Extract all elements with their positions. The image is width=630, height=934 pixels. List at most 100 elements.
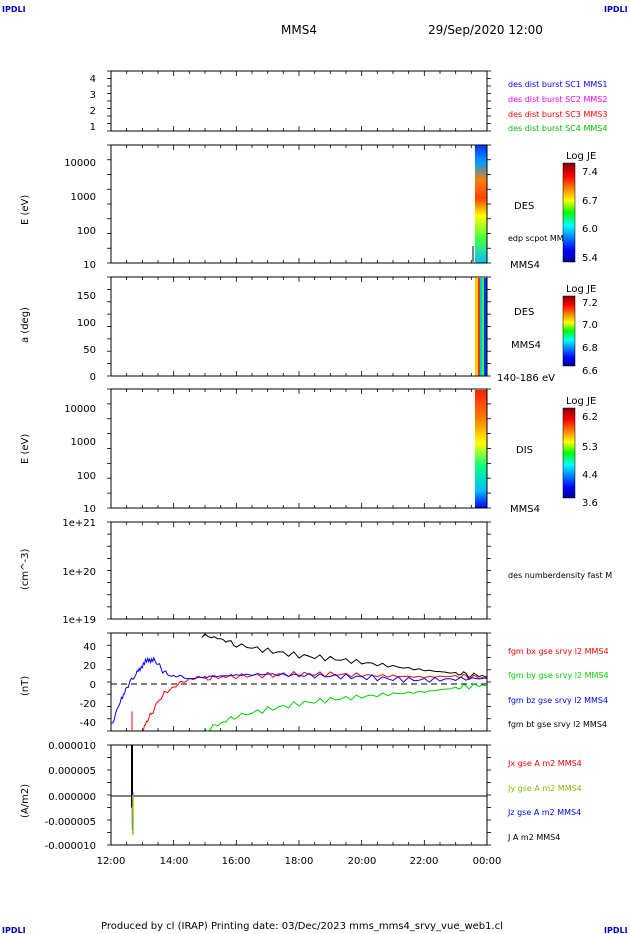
panel6-legend-bt: fgm bt gse srvy l2 MMS4 bbox=[508, 720, 607, 729]
header-spacecraft: MMS4 bbox=[281, 23, 317, 37]
panel3-colorbar-title: Log JE bbox=[566, 284, 596, 295]
panel2-spectrogram bbox=[475, 145, 487, 263]
panel1-tick: 3 bbox=[90, 90, 96, 101]
panel3-tick: 100 bbox=[77, 318, 96, 329]
panel3-tick: 0 bbox=[90, 372, 96, 383]
panel5-frame bbox=[110, 521, 488, 620]
panel4-ylabel: E (eV) bbox=[20, 434, 31, 464]
panel7-frame bbox=[110, 744, 488, 846]
panel3-colorbar-tick: 7.0 bbox=[582, 320, 598, 331]
time-axis-label: 16:00 bbox=[222, 856, 251, 867]
panel1-legend-4: des dist burst SC4 MMS4 bbox=[508, 124, 607, 133]
panel7-tick: 0.000005 bbox=[48, 766, 96, 777]
time-axis-label: 20:00 bbox=[348, 856, 377, 867]
panel4-colorbar bbox=[562, 407, 576, 499]
panel7-legend-jz: Jz gse A m2 MMS4 bbox=[507, 808, 581, 817]
panel7-legend-jx: Jx gse A m2 MMS4 bbox=[507, 759, 582, 768]
panel2-colorbar-tick: 6.7 bbox=[582, 196, 598, 207]
axis-ticks bbox=[107, 70, 491, 846]
panel7-tick: 0.000000 bbox=[48, 792, 96, 803]
panel7-tick: -0.000005 bbox=[45, 817, 96, 828]
time-axis-label: 18:00 bbox=[285, 856, 314, 867]
series-line bbox=[110, 656, 488, 724]
panel2-instrument: DES bbox=[514, 201, 534, 212]
panel5-ylabel: (cm^-3) bbox=[20, 549, 31, 590]
panel7-legend-j: J A m2 MMS4 bbox=[507, 833, 560, 842]
header-datetime: 29/Sep/2020 12:00 bbox=[428, 23, 543, 37]
panel3-colorbar-tick: 7.2 bbox=[582, 298, 598, 309]
panel4-spectrogram bbox=[475, 390, 487, 508]
series-line bbox=[204, 682, 488, 732]
panel1-tick: 1 bbox=[90, 122, 96, 133]
panel3-colorbar bbox=[562, 295, 576, 367]
footer-credit: Produced by cl (IRAP) Printing date: 03/… bbox=[101, 921, 503, 932]
panel2-colorbar-tick: 5.4 bbox=[582, 253, 598, 264]
panel1-legend-2: des dist burst SC2 MMS2 bbox=[508, 95, 607, 104]
panel4-instrument: DIS bbox=[516, 445, 533, 456]
panel7-ylabel: (A/m2) bbox=[20, 784, 31, 818]
panel3-tick: 50 bbox=[83, 345, 96, 356]
panel3-instrument: DES bbox=[514, 307, 534, 318]
panel4-colorbar-tick: 4.4 bbox=[582, 470, 598, 481]
corner-label-bl: IPDLI bbox=[2, 926, 26, 934]
panel3-spectrogram bbox=[475, 278, 487, 376]
panel6-lines bbox=[110, 633, 488, 732]
panel1-frame bbox=[110, 70, 488, 132]
panel3-colorbar-tick: 6.8 bbox=[582, 343, 598, 354]
panel2-ylabel: E (eV) bbox=[20, 195, 31, 225]
time-axis-label: 22:00 bbox=[410, 856, 439, 867]
panel2-colorbar-title: Log JE bbox=[566, 151, 596, 162]
panel7-tick: -0.000010 bbox=[45, 841, 96, 852]
corner-label-br: IPDLI bbox=[604, 926, 628, 934]
panel3-ylabel: a (deg) bbox=[20, 307, 31, 343]
time-axis-label: 12:00 bbox=[97, 856, 126, 867]
panel3-below-label: 140-186 eV bbox=[497, 373, 555, 384]
panel6-legend-bx: fgm bx gse srvy l2 MMS4 bbox=[508, 647, 609, 656]
panel2-below-label: MMS4 bbox=[510, 260, 540, 271]
panel5-tick: 1e+19 bbox=[62, 615, 96, 626]
panel4-tick: 10000 bbox=[64, 404, 96, 415]
panel1-legend-3: des dist burst SC3 MMS3 bbox=[508, 110, 607, 119]
panel6-tick: 20 bbox=[83, 661, 96, 672]
time-axis-label: 00:00 bbox=[473, 856, 502, 867]
panel6-tick: 0 bbox=[90, 680, 96, 691]
panel6-legend-bz: fgm bz gse srvy l2 MMS4 bbox=[508, 696, 608, 705]
panel4-tick: 100 bbox=[77, 471, 96, 482]
panel3-tick: 150 bbox=[77, 291, 96, 302]
panel2-tick: 10000 bbox=[64, 158, 96, 169]
panel3-frame bbox=[110, 276, 488, 377]
panel7-legend-jy: Jy gse A m2 MMS4 bbox=[507, 784, 582, 793]
panel3-colorbar-tick: 6.6 bbox=[582, 366, 598, 377]
time-axis-label: 14:00 bbox=[160, 856, 189, 867]
panel7-tick: 0.000010 bbox=[48, 741, 96, 752]
panel3-sub-label: MMS4 bbox=[511, 340, 541, 351]
panel1-tick: 4 bbox=[90, 74, 96, 85]
panel6-tick: 40 bbox=[83, 642, 96, 653]
panel4-tick: 1000 bbox=[71, 437, 96, 448]
panel1-legend-1: des dist burst SC1 MMS1 bbox=[508, 80, 607, 89]
panel4-colorbar-tick: 3.6 bbox=[582, 498, 598, 509]
panel2-tick: 1000 bbox=[71, 192, 96, 203]
corner-label-tl: IPDLI bbox=[2, 5, 26, 14]
panel6-tick: -20 bbox=[80, 699, 96, 710]
panel2-colorbar-tick: 6.0 bbox=[582, 224, 598, 235]
panel4-colorbar-tick: 5.3 bbox=[582, 442, 598, 453]
panel4-below-label: MMS4 bbox=[510, 504, 540, 515]
panel5-legend: des numberdensity fast M bbox=[508, 571, 612, 580]
panel5-tick: 1e+21 bbox=[62, 518, 96, 529]
panel2-colorbar bbox=[562, 162, 576, 263]
panel6-frame bbox=[110, 632, 488, 732]
panel2-frame bbox=[110, 144, 488, 264]
series-line bbox=[201, 633, 488, 679]
panel4-tick: 10 bbox=[83, 504, 96, 515]
corner-label-tr: IPDLI bbox=[604, 5, 628, 14]
panel2-tick: 100 bbox=[77, 226, 96, 237]
panel4-colorbar-title: Log JE bbox=[566, 396, 596, 407]
panel2-tick: 10 bbox=[83, 260, 96, 271]
panel6-legend-by: fgm by gse srvy l2 MMS4 bbox=[508, 671, 609, 680]
panel5-tick: 1e+20 bbox=[62, 567, 96, 578]
panel6-ylabel: (nT) bbox=[20, 676, 31, 696]
panel2-sub-label: edp scpot MMS4 bbox=[508, 234, 574, 243]
panel4-frame bbox=[110, 388, 488, 509]
